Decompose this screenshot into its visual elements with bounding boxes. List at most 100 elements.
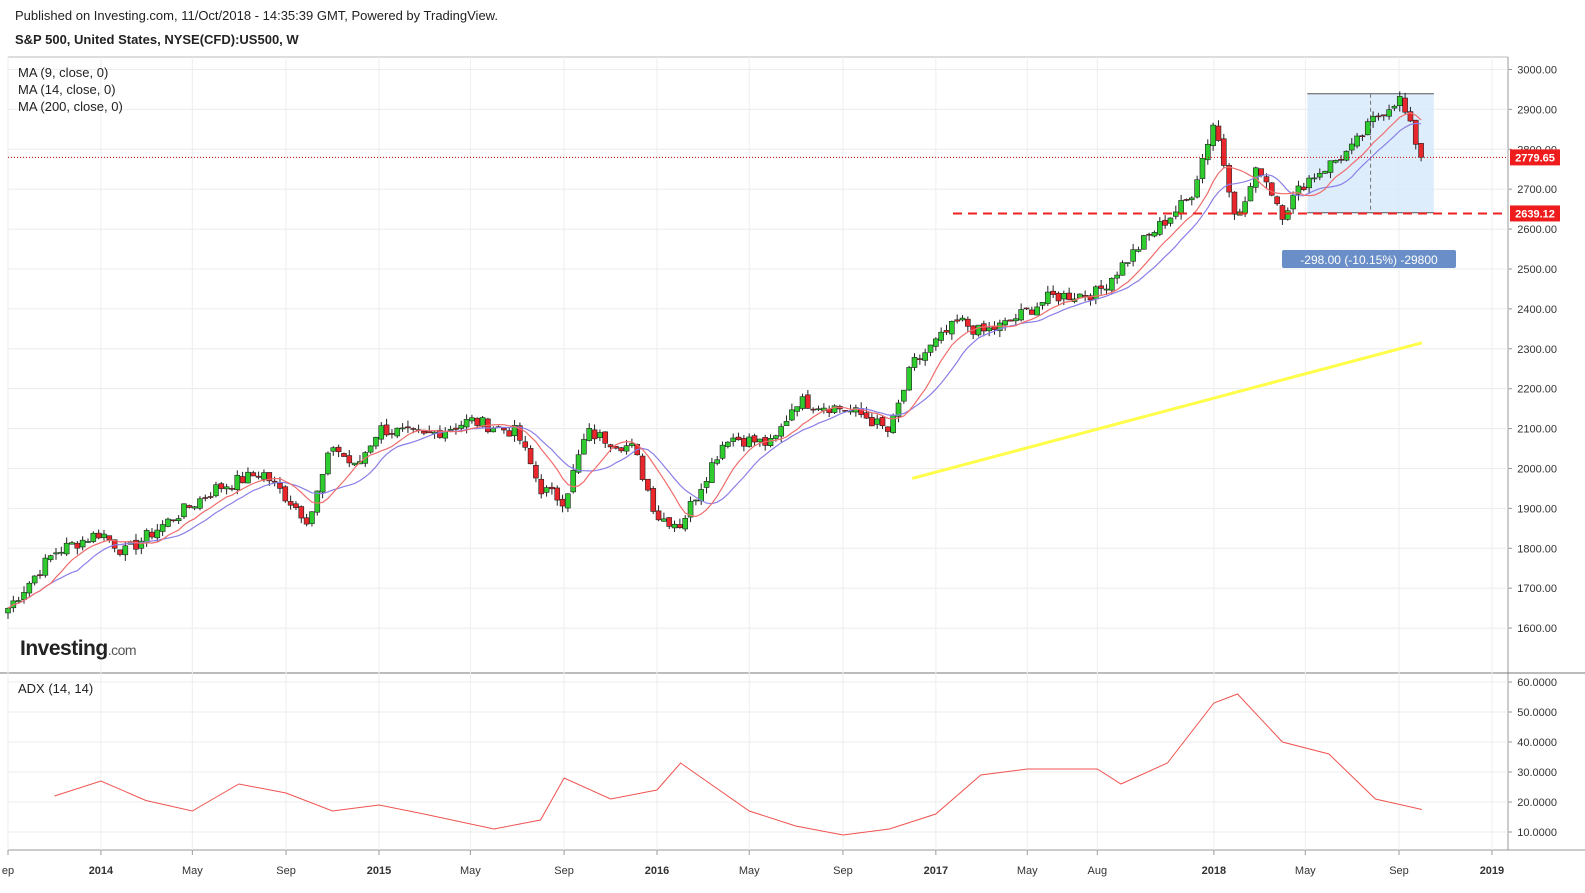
- candle-body: [927, 344, 934, 353]
- candle-body: [1039, 302, 1046, 306]
- candle-body: [442, 431, 449, 439]
- candle-body: [405, 426, 411, 429]
- candle-body: [805, 394, 811, 409]
- candle-body: [789, 409, 795, 421]
- time-tick-label: May: [739, 865, 760, 877]
- candle-body: [719, 444, 726, 459]
- candle-body: [773, 435, 779, 439]
- ma200-line: [911, 341, 1423, 480]
- candle-body: [1263, 176, 1270, 183]
- candle-body: [389, 433, 395, 435]
- price-tick-label: 3000.00: [1517, 64, 1557, 76]
- candle-body: [1290, 194, 1296, 210]
- price-tick-label: 2300.00: [1517, 344, 1557, 356]
- candle-body: [1183, 199, 1190, 201]
- candle-body: [933, 338, 939, 347]
- candle-body: [159, 524, 166, 532]
- candle-body: [650, 488, 657, 512]
- candle-body: [399, 427, 406, 430]
- candle-body: [1114, 274, 1120, 279]
- candle-body: [815, 408, 822, 411]
- candle-body: [1173, 211, 1179, 217]
- candle-body: [437, 429, 443, 438]
- candle-body: [1231, 191, 1238, 215]
- time-tick-label: May: [460, 865, 481, 877]
- candle-body: [245, 471, 251, 484]
- candle-body: [74, 542, 81, 549]
- candle-body: [277, 482, 283, 489]
- adx-tick-label: 10.0000: [1517, 827, 1557, 839]
- candle-body: [111, 539, 118, 549]
- time-tick-label: May: [1295, 865, 1316, 877]
- ma14-legend: MA (14, close, 0): [18, 82, 116, 97]
- price-tick-label: 2900.00: [1517, 104, 1557, 116]
- candle-body: [682, 518, 689, 530]
- candle-body: [1141, 235, 1147, 250]
- candle-body: [1407, 111, 1414, 122]
- candle-body: [581, 439, 587, 455]
- candle-body: [687, 501, 694, 518]
- candle-body: [293, 503, 299, 508]
- candle-body: [597, 432, 603, 438]
- candle-body: [575, 454, 582, 473]
- candle-body: [410, 428, 417, 430]
- candle-body: [346, 455, 353, 464]
- time-tick-label: Sep: [276, 865, 296, 877]
- candle-body: [261, 472, 267, 480]
- candle-body: [794, 406, 800, 412]
- candle-body: [1380, 114, 1387, 117]
- candle-body: [1151, 232, 1158, 237]
- candle-body: [453, 427, 459, 430]
- candle-body: [677, 524, 683, 529]
- candle-body: [106, 535, 113, 540]
- candle-body: [1375, 115, 1382, 118]
- candle-body: [1284, 210, 1291, 220]
- candle-body: [911, 357, 918, 368]
- candle-body: [474, 417, 481, 426]
- candle-body: [949, 320, 955, 335]
- candle-body: [250, 472, 257, 477]
- candle-body: [319, 474, 326, 493]
- candle-body: [709, 462, 715, 483]
- candle-body: [1119, 262, 1126, 276]
- candle-body: [1018, 309, 1024, 321]
- candle-body: [1332, 160, 1339, 163]
- candle-body: [586, 428, 593, 441]
- candle-body: [1125, 262, 1131, 264]
- price-tick-label: 1600.00: [1517, 623, 1557, 635]
- candle-body: [378, 425, 385, 440]
- candle-body: [42, 557, 49, 576]
- price-label-text: 2779.65: [1515, 152, 1555, 164]
- time-tick-label: 2019: [1480, 865, 1504, 877]
- candle-body: [1354, 135, 1360, 147]
- candle-body: [95, 532, 102, 539]
- candle-body: [1146, 233, 1152, 236]
- candle-body: [298, 506, 305, 519]
- candle-body: [629, 443, 635, 446]
- candle-body: [1178, 200, 1184, 215]
- candle-body: [1386, 109, 1392, 117]
- candle-body: [31, 575, 38, 584]
- candle-body: [906, 367, 912, 391]
- candle-body: [79, 539, 86, 548]
- candle-body: [213, 484, 219, 497]
- adx-legend: ADX (14, 14): [18, 681, 94, 696]
- candle-body: [5, 607, 11, 614]
- price-tick-label: 2000.00: [1517, 463, 1557, 475]
- candle-body: [799, 396, 806, 409]
- candle-body: [1050, 290, 1056, 295]
- candle-body: [58, 551, 65, 554]
- candle-body: [266, 472, 273, 482]
- candle-body: [1274, 196, 1280, 205]
- price-tick-label: 2400.00: [1517, 304, 1557, 316]
- candle-body: [869, 417, 875, 427]
- candle-body: [325, 452, 331, 475]
- candle-body: [693, 499, 699, 502]
- candle-body: [186, 505, 193, 508]
- candle-body: [1034, 306, 1040, 316]
- candle-body: [735, 436, 742, 441]
- candle-body: [1370, 116, 1376, 123]
- candle-body: [991, 326, 998, 330]
- candle-body: [645, 478, 651, 491]
